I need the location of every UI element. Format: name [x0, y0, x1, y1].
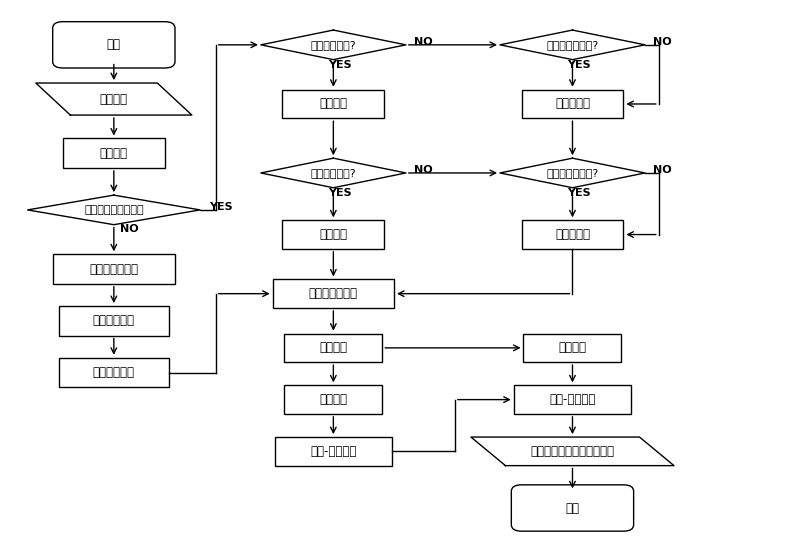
Text: NO: NO [120, 224, 138, 233]
Text: NO: NO [653, 166, 671, 175]
FancyBboxPatch shape [53, 254, 174, 284]
Polygon shape [261, 30, 406, 60]
FancyBboxPatch shape [522, 90, 623, 118]
Text: YES: YES [210, 203, 233, 212]
Text: 是否配置副筋板?: 是否配置副筋板? [546, 168, 598, 178]
FancyBboxPatch shape [59, 358, 169, 387]
FancyBboxPatch shape [53, 22, 175, 68]
Text: 开口处筋板设计: 开口处筋板设计 [309, 287, 358, 300]
FancyBboxPatch shape [284, 386, 382, 414]
Text: 开始: 开始 [107, 39, 121, 52]
FancyBboxPatch shape [282, 90, 384, 118]
Text: NO: NO [653, 37, 671, 47]
Text: 主筋板设计: 主筋板设计 [555, 98, 590, 110]
Text: 输出目标刀盘三维装配模型: 输出目标刀盘三维装配模型 [530, 445, 614, 458]
Text: 是否为整体焊接刀盘: 是否为整体焊接刀盘 [84, 205, 144, 215]
FancyBboxPatch shape [284, 333, 382, 362]
FancyBboxPatch shape [511, 485, 634, 531]
Text: 刀具布置: 刀具布置 [319, 393, 347, 406]
Text: 主要开口设计: 主要开口设计 [93, 314, 135, 327]
Text: 辅助开口设计: 辅助开口设计 [93, 366, 135, 379]
FancyBboxPatch shape [273, 280, 394, 308]
Text: 内拼装方框设计: 内拼装方框设计 [90, 262, 138, 275]
Text: 牛腿-法兰选型: 牛腿-法兰选型 [310, 445, 357, 458]
Polygon shape [36, 83, 192, 115]
Polygon shape [261, 158, 406, 188]
Text: YES: YES [328, 188, 351, 198]
Text: YES: YES [328, 60, 351, 70]
Text: 是否配置辐条?: 是否配置辐条? [310, 40, 356, 50]
Text: 刀具装配: 刀具装配 [558, 342, 586, 355]
Text: NO: NO [414, 166, 432, 175]
Text: 刀盘选型: 刀盘选型 [100, 147, 128, 160]
Text: 刀具选型: 刀具选型 [319, 342, 347, 355]
Polygon shape [500, 158, 645, 188]
Text: 副架设计: 副架设计 [319, 228, 347, 241]
FancyBboxPatch shape [522, 220, 623, 249]
Text: 用户输入: 用户输入 [100, 92, 128, 105]
Polygon shape [471, 437, 674, 466]
FancyBboxPatch shape [59, 306, 169, 336]
FancyBboxPatch shape [514, 386, 631, 414]
Polygon shape [28, 195, 200, 225]
Text: YES: YES [567, 60, 590, 70]
Text: 结束: 结束 [566, 502, 579, 515]
Text: 辐条设计: 辐条设计 [319, 98, 347, 110]
FancyBboxPatch shape [63, 138, 165, 168]
Polygon shape [500, 30, 645, 60]
Text: 牛腿-法兰装配: 牛腿-法兰装配 [550, 393, 596, 406]
FancyBboxPatch shape [274, 437, 392, 466]
Text: NO: NO [414, 37, 432, 47]
Text: 是否配置副架?: 是否配置副架? [310, 168, 356, 178]
Text: YES: YES [567, 188, 590, 198]
FancyBboxPatch shape [282, 220, 384, 249]
FancyBboxPatch shape [523, 333, 622, 362]
Text: 是否配置主筋板?: 是否配置主筋板? [546, 40, 598, 50]
Text: 副筋板设计: 副筋板设计 [555, 228, 590, 241]
